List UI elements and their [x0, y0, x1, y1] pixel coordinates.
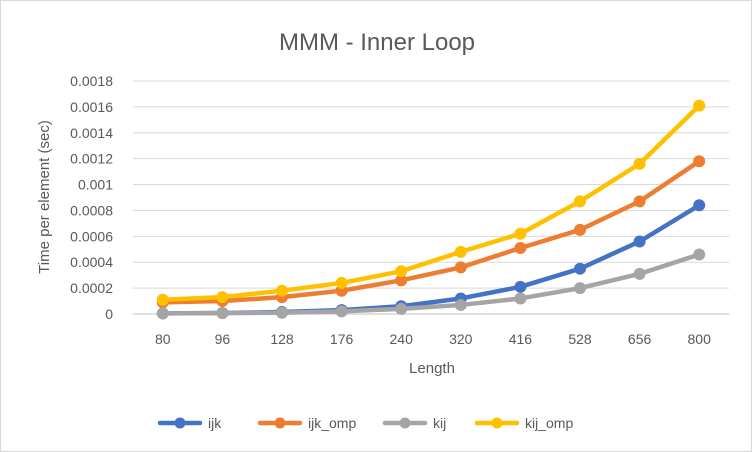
legend-item-ijk_omp: ijk_omp	[257, 415, 356, 431]
data-point	[693, 99, 706, 112]
data-point	[276, 306, 288, 319]
data-point	[454, 261, 467, 274]
data-point	[335, 305, 348, 318]
x-axis-ticks: 80 96 128 176 240 320 416 528 656 800	[155, 331, 711, 347]
data-point	[514, 280, 527, 293]
data-point	[156, 293, 169, 306]
series-kij	[156, 248, 706, 320]
x-tick-label: 96	[215, 331, 231, 347]
x-tick-label: 416	[509, 331, 533, 347]
series-ijk_omp	[156, 155, 706, 309]
data-point	[574, 195, 586, 208]
x-tick-label: 240	[390, 331, 414, 347]
series-line	[160, 103, 702, 303]
x-tick-label: 128	[270, 331, 294, 347]
series-line	[160, 252, 702, 316]
data-point	[514, 227, 527, 240]
data-point	[574, 262, 586, 275]
data-point	[395, 265, 408, 278]
chart-title: MMM - Inner Loop	[279, 29, 475, 56]
y-tick-label: 0.0006	[70, 228, 113, 244]
data-point	[693, 248, 706, 261]
data-point	[276, 284, 288, 297]
y-tick-label: 0.0004	[70, 254, 113, 270]
legend-swatch-marker	[174, 417, 186, 429]
gridlines	[133, 80, 729, 315]
legend-label: ijk	[208, 415, 222, 431]
legend-swatch-marker	[491, 417, 503, 429]
y-tick-label: 0	[105, 306, 113, 322]
data-point	[633, 267, 646, 280]
data-point	[693, 155, 706, 168]
data-point	[574, 282, 586, 295]
series-lines	[156, 99, 706, 320]
data-point	[216, 291, 229, 304]
y-tick-label: 0.001	[78, 177, 113, 193]
x-tick-label: 176	[330, 331, 354, 347]
y-tick-label: 0.0014	[70, 125, 113, 141]
legend-item-ijk: ijk	[157, 415, 222, 431]
x-tick-label: 528	[568, 331, 592, 347]
data-point	[454, 298, 467, 311]
legend-label: kij	[433, 415, 446, 431]
legend-swatch-marker	[399, 417, 411, 429]
y-tick-label: 0.0018	[70, 73, 113, 89]
data-point	[216, 307, 229, 320]
x-tick-label: 656	[628, 331, 652, 347]
data-point	[633, 235, 646, 248]
data-point	[514, 292, 527, 305]
legend: ijk ijk_omp kij kij_omp	[157, 415, 573, 431]
data-point	[156, 307, 169, 320]
data-point	[693, 199, 706, 212]
y-tick-label: 0.0016	[70, 99, 113, 115]
x-axis-label: Length	[409, 360, 455, 377]
series-kij_omp	[156, 99, 706, 306]
legend-label: ijk_omp	[308, 415, 356, 431]
data-point	[633, 195, 646, 208]
data-point	[514, 241, 527, 254]
legend-swatch-marker	[274, 417, 286, 429]
data-point	[454, 245, 467, 258]
data-point	[574, 223, 586, 236]
y-axis-ticks: 0 0.0002 0.0004 0.0006 0.0008 0.001 0.0012 0.00…	[70, 73, 113, 322]
data-point	[395, 302, 408, 315]
series-line	[160, 159, 702, 305]
x-tick-label: 80	[155, 331, 171, 347]
legend-item-kij_omp: kij_omp	[474, 415, 573, 431]
x-tick-label: 320	[449, 331, 473, 347]
legend-label: kij_omp	[525, 415, 573, 431]
x-tick-label: 800	[688, 331, 712, 347]
y-axis-label: Time per element (sec)	[36, 120, 53, 274]
y-tick-label: 0.0002	[70, 280, 113, 296]
legend-item-kij: kij	[382, 415, 446, 431]
y-tick-label: 0.0012	[70, 151, 113, 167]
data-point	[633, 157, 646, 170]
data-point	[335, 276, 348, 289]
y-tick-label: 0.0008	[70, 202, 113, 218]
